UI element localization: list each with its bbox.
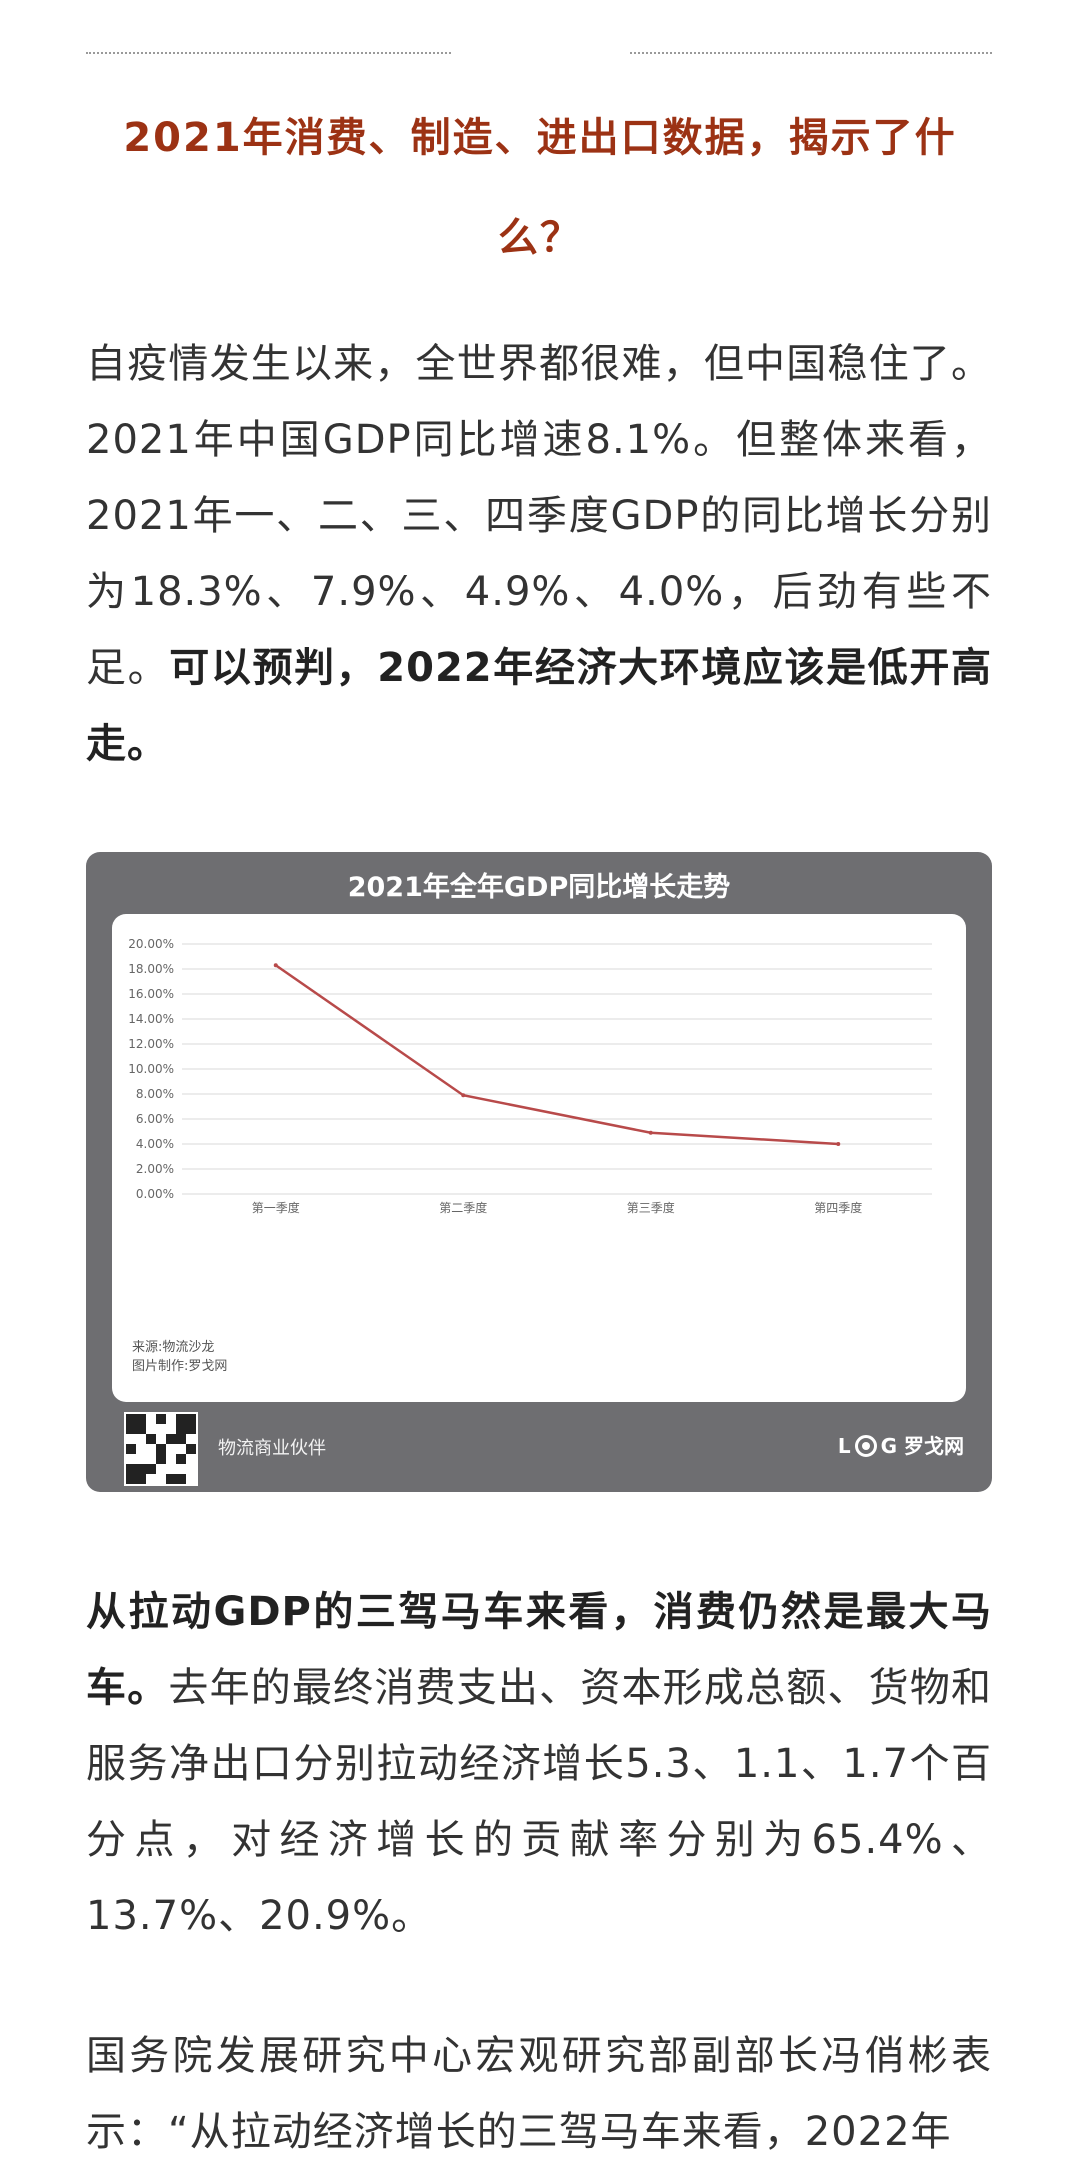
- top-divider-right: [630, 52, 992, 54]
- y-tick-label: 14.00%: [128, 1012, 174, 1026]
- logo: L G 罗戈网: [838, 1432, 964, 1460]
- qr-code-icon: [124, 1412, 198, 1486]
- gdp-chart-card: 2021年全年GDP同比增长走势 0.00% 2.00% 4.00% 6.00% 8.0…: [86, 852, 992, 1492]
- top-divider-left: [86, 52, 451, 54]
- partner-text: 物流商业伙伴: [218, 1438, 326, 1459]
- paragraph-text: 自疫情发生以来，全世界都很难，但中国稳住了。2021年中国GDP同比增速8.1%…: [86, 341, 992, 691]
- y-tick-label: 16.00%: [128, 987, 174, 1001]
- chart-plot-area: 0.00% 2.00% 4.00% 6.00% 8.00% 10.00% 12.00% 14.…: [112, 914, 966, 1402]
- data-point: [648, 1130, 653, 1135]
- article-title: 2021年消费、制造、进出口数据，揭示了什么？: [123, 115, 957, 261]
- data-point: [273, 963, 278, 968]
- logo-suffix: G 罗戈网: [880, 1434, 964, 1458]
- logo-prefix: L: [837, 1434, 851, 1458]
- data-point: [461, 1093, 466, 1098]
- data-point: [836, 1142, 841, 1146]
- chart-source-note: 来源:物流沙龙 图片制作:罗戈网: [132, 1338, 227, 1376]
- image-credit-line: 图片制作:罗戈网: [132, 1359, 228, 1374]
- x-tick-label: 第四季度: [814, 1200, 862, 1215]
- paragraph-text: 国务院发展研究中心宏观研究部副部长冯俏彬表示：“从拉动经济增长的三驾马车来看，2…: [86, 2033, 992, 2155]
- x-tick-label: 第三季度: [627, 1200, 675, 1215]
- paragraph-troika: 从拉动GDP的三驾马车来看，消费仍然是最大马车。去年的最终消费支出、资本形成总额…: [86, 1574, 992, 1954]
- y-tick-label: 18.00%: [128, 962, 174, 976]
- paragraph-gdp-overview: 自疫情发生以来，全世界都很难，但中国稳住了。2021年中国GDP同比增速8.1%…: [86, 326, 992, 782]
- paragraph-expert-quote: 国务院发展研究中心宏观研究部副部长冯俏彬表示：“从拉动经济增长的三驾马车来看，2…: [86, 2018, 992, 2170]
- y-tick-label: 0.00%: [136, 1187, 174, 1201]
- x-tick-label: 第二季度: [439, 1200, 487, 1215]
- y-tick-label: 6.00%: [136, 1112, 174, 1126]
- y-tick-label: 20.00%: [128, 937, 174, 951]
- paragraph-text: 去年的最终消费支出、资本形成总额、货物和服务净出口分别拉动经济增长5.3、1.1…: [86, 1665, 993, 1939]
- paragraph-bold-text: 可以预判，2022年经济大环境应该是低开高走。: [86, 645, 993, 767]
- y-tick-label: 12.00%: [128, 1037, 174, 1051]
- chart-title: 2021年全年GDP同比增长走势: [347, 872, 731, 903]
- x-tick-label: 第一季度: [252, 1200, 300, 1215]
- y-tick-label: 2.00%: [136, 1162, 174, 1176]
- source-line: 来源:物流沙龙: [132, 1340, 215, 1355]
- logo-ring-icon: [854, 1435, 877, 1457]
- y-tick-label: 4.00%: [136, 1137, 174, 1151]
- gdp-line-chart: 0.00% 2.00% 4.00% 6.00% 8.00% 10.00% 12.00% 14.…: [128, 937, 932, 1215]
- y-tick-label: 10.00%: [128, 1062, 174, 1076]
- series-line: [275, 964, 839, 1146]
- y-tick-label: 8.00%: [136, 1087, 174, 1101]
- paragraph-bold-text: 从拉动GDP的三驾马车来看，消费仍然是最大马车。: [86, 1589, 992, 1711]
